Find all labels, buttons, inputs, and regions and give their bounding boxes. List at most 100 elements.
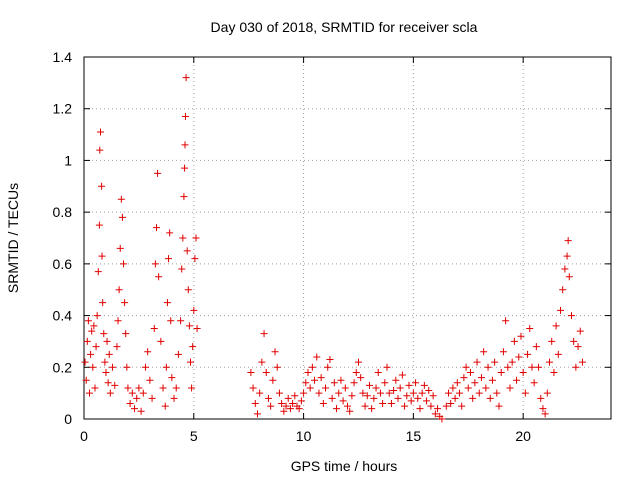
data-point <box>280 407 288 415</box>
data-point <box>91 384 99 392</box>
data-point <box>499 348 507 356</box>
data-point <box>521 389 529 397</box>
data-point <box>167 317 175 325</box>
data-point <box>311 376 319 384</box>
data-point <box>330 379 338 387</box>
data-point <box>98 252 106 260</box>
data-point <box>135 384 143 392</box>
data-point <box>185 322 193 330</box>
data-point <box>267 402 275 410</box>
data-point <box>191 255 199 263</box>
data-point <box>88 327 96 335</box>
data-point <box>186 358 194 366</box>
data-point <box>418 389 426 397</box>
data-point <box>131 405 139 413</box>
data-point <box>282 402 290 410</box>
data-point <box>155 273 163 281</box>
data-point <box>99 299 107 307</box>
data-point <box>469 394 477 402</box>
data-point <box>363 392 371 400</box>
data-point <box>535 363 543 371</box>
data-point <box>89 363 97 371</box>
data-point <box>552 322 560 330</box>
data-point <box>304 368 312 376</box>
data-point <box>559 286 567 294</box>
data-point <box>370 394 378 402</box>
data-point <box>256 389 264 397</box>
data-point <box>354 358 362 366</box>
data-point <box>341 384 349 392</box>
data-point <box>152 224 160 232</box>
data-point <box>317 374 325 382</box>
data-point <box>556 306 564 314</box>
data-point <box>328 394 336 402</box>
data-point <box>554 350 562 358</box>
data-point <box>258 358 266 366</box>
y-tick-label: 0.8 <box>53 204 73 220</box>
data-point <box>181 141 189 149</box>
data-point <box>178 265 186 273</box>
data-point <box>409 389 417 397</box>
data-point <box>427 402 435 410</box>
data-point <box>510 337 518 345</box>
chart-title: Day 030 of 2018, SRMTID for receiver scl… <box>211 19 478 35</box>
data-point <box>480 348 488 356</box>
data-point <box>157 337 165 345</box>
data-point <box>128 389 136 397</box>
data-point <box>300 389 308 397</box>
data-point <box>567 312 575 320</box>
data-point <box>416 405 424 413</box>
data-point <box>385 389 393 397</box>
data-point <box>350 379 358 387</box>
data-point <box>361 402 369 410</box>
data-point <box>376 389 384 397</box>
data-point <box>445 389 453 397</box>
data-point <box>504 363 512 371</box>
data-point <box>85 389 93 397</box>
data-point <box>359 389 367 397</box>
data-point <box>541 410 549 418</box>
data-point <box>357 374 365 382</box>
data-point <box>322 384 330 392</box>
data-point <box>574 343 582 351</box>
data-point <box>253 410 261 418</box>
data-point <box>154 169 162 177</box>
data-point <box>348 392 356 400</box>
data-point <box>578 358 586 366</box>
data-point <box>550 368 558 376</box>
data-point <box>102 368 110 376</box>
data-point <box>390 387 398 395</box>
data-point <box>414 394 422 402</box>
data-point <box>151 260 159 268</box>
data-point <box>425 387 433 395</box>
data-point <box>495 402 503 410</box>
data-point <box>506 384 514 392</box>
data-point <box>451 394 459 402</box>
data-point <box>513 376 521 384</box>
data-point <box>177 317 185 325</box>
x-tick-label: 15 <box>406 428 422 444</box>
x-axis-label: GPS time / hours <box>291 458 398 474</box>
y-tick-label: 1 <box>64 152 72 168</box>
data-point <box>394 394 402 402</box>
data-point <box>166 229 174 237</box>
data-point <box>434 405 442 413</box>
data-point <box>546 358 554 366</box>
data-point <box>163 299 171 307</box>
data-point <box>115 286 123 294</box>
data-point <box>401 402 409 410</box>
data-point <box>117 195 125 203</box>
data-point <box>460 374 468 382</box>
data-point <box>184 286 192 294</box>
data-point <box>466 368 474 376</box>
data-point <box>346 407 354 415</box>
data-point <box>449 384 457 392</box>
data-point <box>180 193 188 201</box>
x-tick-label: 10 <box>296 428 312 444</box>
data-point <box>162 363 170 371</box>
data-point <box>387 399 395 407</box>
data-point <box>120 260 128 268</box>
data-point <box>159 384 167 392</box>
data-point <box>118 213 126 221</box>
